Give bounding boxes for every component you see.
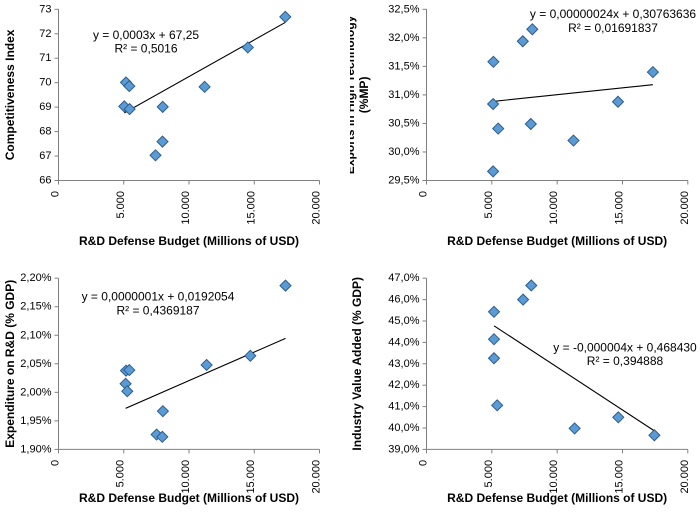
- svg-text:2,10%: 2,10%: [20, 329, 51, 341]
- svg-text:67: 67: [39, 150, 51, 162]
- svg-text:y = -0,000004x + 0,468430: y = -0,000004x + 0,468430: [553, 340, 697, 354]
- svg-text:15.000: 15.000: [613, 460, 625, 494]
- svg-text:Expenditure on R&D (% GDP): Expenditure on R&D (% GDP): [3, 280, 17, 448]
- svg-text:72: 72: [39, 28, 51, 40]
- svg-text:30,5%: 30,5%: [388, 117, 419, 129]
- svg-text:43,0%: 43,0%: [388, 358, 419, 370]
- svg-text:10.000: 10.000: [180, 191, 192, 225]
- svg-text:29,5%: 29,5%: [388, 175, 419, 187]
- svg-text:31,0%: 31,0%: [388, 89, 419, 101]
- svg-text:Exports in High Technology: Exports in High Technology: [350, 15, 357, 174]
- svg-text:66: 66: [39, 175, 51, 187]
- svg-text:47,0%: 47,0%: [388, 272, 419, 284]
- svg-text:5.000: 5.000: [115, 191, 127, 219]
- svg-text:46,0%: 46,0%: [388, 294, 419, 306]
- svg-text:5.000: 5.000: [115, 460, 127, 488]
- svg-text:0: 0: [50, 460, 62, 466]
- svg-text:1,90%: 1,90%: [20, 443, 51, 455]
- svg-text:y = 0,0000001x + 0,0192054: y = 0,0000001x + 0,0192054: [82, 290, 235, 304]
- svg-text:10.000: 10.000: [548, 460, 560, 494]
- svg-text:(%MP): (%MP): [357, 77, 371, 114]
- svg-text:39,0%: 39,0%: [388, 443, 419, 455]
- svg-text:71: 71: [39, 52, 51, 64]
- svg-text:15.000: 15.000: [245, 191, 257, 225]
- svg-text:R&D Defense Budget (Millions o: R&D Defense Budget (Millions of USD): [447, 491, 667, 505]
- svg-text:y = 0,0003x + 67,25: y = 0,0003x + 67,25: [93, 28, 199, 42]
- svg-text:Competitiveness Index: Competitiveness Index: [3, 29, 17, 160]
- svg-text:0: 0: [418, 191, 430, 197]
- svg-text:2,05%: 2,05%: [20, 358, 51, 370]
- svg-text:30,0%: 30,0%: [388, 146, 419, 158]
- svg-text:R² = 0,5016: R² = 0,5016: [114, 42, 177, 56]
- svg-text:44,0%: 44,0%: [388, 336, 419, 348]
- svg-text:R&D Defense Budget (Millions o: R&D Defense Budget (Millions of USD): [79, 491, 299, 505]
- svg-text:10.000: 10.000: [180, 460, 192, 494]
- svg-text:69: 69: [39, 101, 51, 113]
- svg-text:R&D Defense Budget (Millions o: R&D Defense Budget (Millions of USD): [79, 234, 299, 248]
- svg-text:42,0%: 42,0%: [388, 379, 419, 391]
- svg-text:2,00%: 2,00%: [20, 386, 51, 398]
- svg-text:32,0%: 32,0%: [388, 32, 419, 44]
- svg-text:10.000: 10.000: [548, 191, 560, 225]
- svg-text:45,0%: 45,0%: [388, 315, 419, 327]
- svg-text:1,95%: 1,95%: [20, 415, 51, 427]
- svg-text:0: 0: [50, 191, 62, 197]
- svg-text:y = 0,00000024x + 0,30763636: y = 0,00000024x + 0,30763636: [530, 7, 696, 21]
- svg-text:R² = 0,394888: R² = 0,394888: [587, 354, 664, 368]
- svg-text:73: 73: [39, 3, 51, 15]
- svg-text:20.000: 20.000: [679, 191, 691, 225]
- svg-text:15.000: 15.000: [245, 460, 257, 494]
- svg-text:R² = 0,4369187: R² = 0,4369187: [116, 303, 199, 317]
- svg-text:15.000: 15.000: [613, 191, 625, 225]
- svg-text:5.000: 5.000: [483, 191, 495, 219]
- svg-text:68: 68: [39, 126, 51, 138]
- svg-text:R&D Defense Budget (Millions o: R&D Defense Budget (Millions of USD): [447, 234, 667, 248]
- svg-text:20.000: 20.000: [679, 460, 691, 494]
- svg-text:70: 70: [39, 77, 51, 89]
- svg-text:Industry Value Added (% GDP): Industry Value Added (% GDP): [350, 277, 364, 451]
- svg-text:41,0%: 41,0%: [388, 401, 419, 413]
- svg-text:20.000: 20.000: [311, 460, 323, 494]
- svg-text:0: 0: [418, 460, 430, 466]
- svg-text:20.000: 20.000: [311, 191, 323, 225]
- svg-text:40,0%: 40,0%: [388, 422, 419, 434]
- svg-text:2,15%: 2,15%: [20, 301, 51, 313]
- svg-text:32,5%: 32,5%: [388, 3, 419, 15]
- svg-text:2,20%: 2,20%: [20, 272, 51, 284]
- svg-text:R² = 0,01691837: R² = 0,01691837: [568, 21, 658, 35]
- svg-text:31,5%: 31,5%: [388, 60, 419, 72]
- svg-text:5.000: 5.000: [483, 460, 495, 488]
